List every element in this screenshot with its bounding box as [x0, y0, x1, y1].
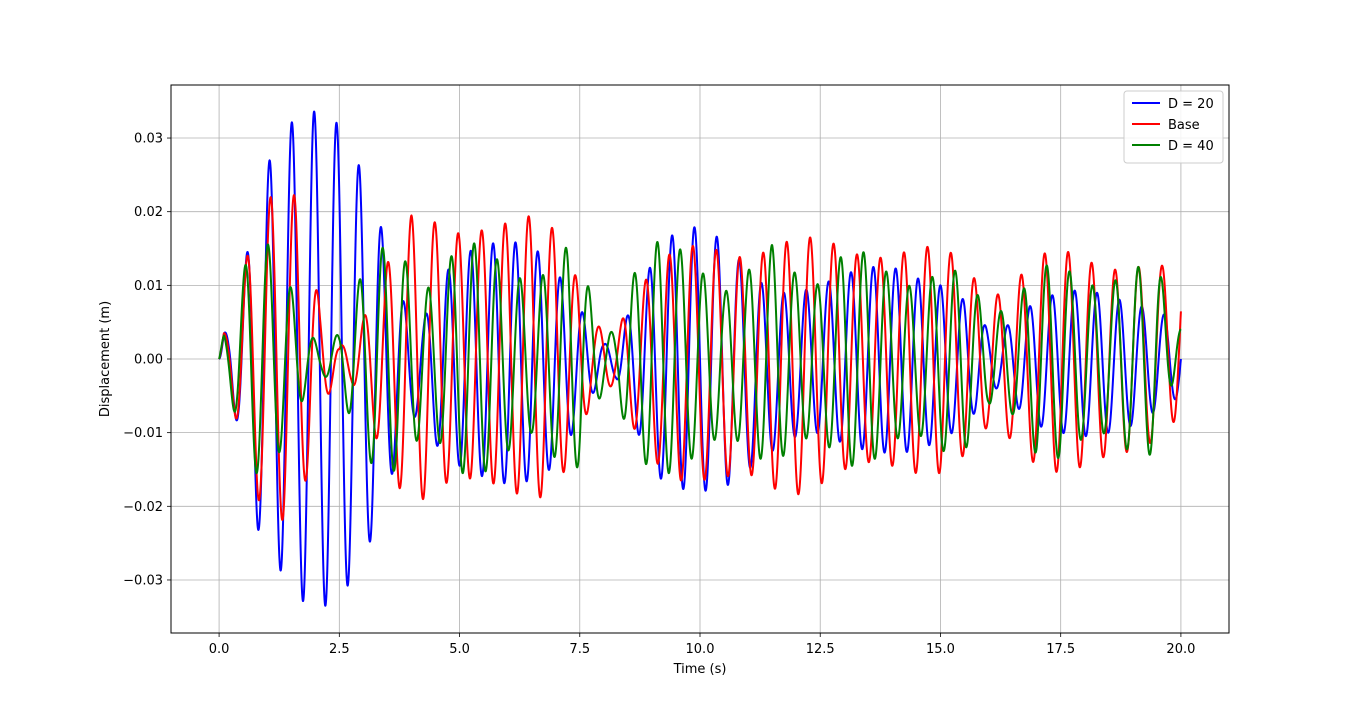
ticks: 0.0 2.5 5.0 7.5 10.0 12.5 15.0 17.5 20.0 0.03 0.02… — [123, 132, 1195, 657]
y-tick-label: 0.03 — [134, 132, 163, 147]
series-line-3 — [218, 240, 1182, 475]
y-tick-label: −0.03 — [123, 573, 163, 588]
y-axis-label: Displacement (m) — [98, 301, 113, 417]
x-tick-label: 17.5 — [1046, 642, 1075, 657]
y-tick-label: 0.02 — [134, 205, 163, 220]
y-tick-label: 0.01 — [134, 279, 163, 294]
y-tick-label: 0.00 — [134, 353, 163, 368]
legend-label: D = 40 — [1168, 139, 1214, 154]
x-tick-label: 15.0 — [926, 642, 955, 657]
x-tick-label: 5.0 — [449, 642, 470, 657]
legend: D = 20 Base D = 40 — [1123, 90, 1224, 164]
series-line-1 — [218, 110, 1182, 607]
series-lines — [218, 110, 1182, 607]
y-tick-label: −0.01 — [123, 426, 163, 441]
legend-label: Base — [1168, 118, 1200, 133]
x-tick-label: 2.5 — [329, 642, 350, 657]
y-tick-label: −0.02 — [123, 500, 163, 515]
legend-label: D = 20 — [1168, 97, 1214, 112]
x-axis-label: Time (s) — [673, 662, 727, 677]
x-tick-label: 7.5 — [569, 642, 590, 657]
x-tick-label: 10.0 — [686, 642, 715, 657]
x-tick-label: 20.0 — [1166, 642, 1195, 657]
series-line-2 — [218, 194, 1182, 521]
x-tick-label: 12.5 — [806, 642, 835, 657]
x-tick-label: 0.0 — [209, 642, 230, 657]
